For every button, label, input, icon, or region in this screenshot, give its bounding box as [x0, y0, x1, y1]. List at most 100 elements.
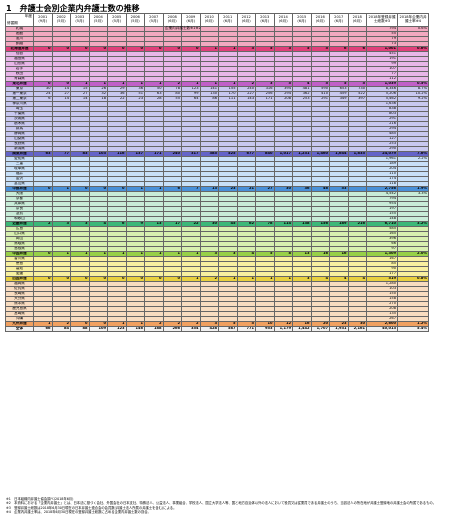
table-row: 京都 794	[5, 196, 429, 202]
year-header: 2016 (6月)	[310, 13, 330, 27]
month-label: (6月)	[315, 19, 325, 23]
year-label: 2014	[278, 15, 288, 20]
footnote: ※2 本資料における「企業内弁護士」とは、日本法に基づく会社、外国会社の日本支社…	[6, 501, 436, 506]
table-row: 岩手 107	[5, 66, 429, 72]
table-row: 金沢 174	[5, 176, 429, 182]
year-header: 2007 (5月)	[144, 13, 164, 27]
federation-total-row: 四国弁連 0 0 0 0 0 0 0 0 1 2 1 1 1 1 3 4 4 4 519 0.8%	[5, 276, 429, 282]
year-header: 2008 (6月)	[162, 13, 182, 27]
federation-total-row: 中国弁連 0 1 1 1 1 1 1 1 1 3 3 4 5 8 13 16 16 1,309 2.0%	[5, 251, 429, 257]
year-header: 2017 (6月)	[329, 13, 349, 27]
month-label: (6月)	[297, 19, 307, 23]
count-cell: 587	[218, 326, 238, 332]
month-label: (6月)	[352, 19, 362, 23]
count-cell: 1,707	[310, 326, 330, 332]
year-label: 2016	[315, 15, 325, 20]
table-row: 岡山 396	[5, 236, 429, 242]
month-label: (5月)	[130, 19, 140, 23]
month-label: (9月)	[38, 19, 48, 23]
in-house-ratio-cell: 5.4%	[397, 326, 429, 332]
month-label: (5月)	[93, 19, 103, 23]
page-title: 1 弁護士会別企業内弁護士数の推移	[6, 4, 140, 13]
year-header: 2003 (5月)	[70, 13, 90, 27]
year-header: 2012 (6月)	[236, 13, 256, 27]
month-label: (5月)	[112, 19, 122, 23]
year-label: 2010	[204, 15, 214, 20]
table-row: 千葉県 803	[5, 111, 429, 117]
month-label: (6月)	[260, 19, 270, 23]
year-label: 2001	[38, 15, 48, 20]
bar-association-name: 全体	[5, 326, 34, 332]
federation-total-row: 全体 66 84 88 109 123 146 188 266 354 428 587 771 953 1,…	[5, 326, 429, 332]
count-cell: 123	[107, 326, 127, 332]
data-table: 年度 修習期 2001 (9月) 2002 (5月) 2003 (5月) 2004 (5月) 200…	[5, 13, 429, 332]
month-label: (6月)	[223, 19, 233, 23]
footnotes: ※1 日本組織内弁護士協会調べ(2018年6月) ※2 本資料における「企業内弁護…	[6, 497, 446, 515]
group-label: 企業内弁護士数※1※2	[165, 26, 201, 30]
in-house-lawyers-table: 年度 修習期 2001 (9月) 2002 (5月) 2003 (5月) 2004 (5月) 200…	[5, 13, 429, 332]
year-label: 2008	[167, 15, 177, 20]
year-header: 2010 (6月)	[199, 13, 219, 27]
header-corner: 年度修習期	[5, 13, 34, 27]
footnote: ※4 企業内弁護士率は、2018年6月30日現在の登録弁護士総数に占める企業内弁…	[6, 510, 151, 515]
table-row: 茨城県 291	[5, 116, 429, 122]
corner-bottom-label: 修習期	[7, 20, 18, 25]
year-label: 2015	[297, 15, 307, 20]
in-house-ratio-header: 2018年企業内弁護士率※4	[397, 13, 429, 27]
month-label: (6月)	[278, 19, 288, 23]
month-label: (5月)	[75, 19, 85, 23]
year-label: 2003	[75, 15, 85, 20]
year-label: 2002	[56, 15, 66, 20]
month-label: (6月)	[334, 19, 344, 23]
month-label: (6月)	[186, 19, 196, 23]
year-label: 2007	[149, 15, 159, 20]
month-label: (6月)	[204, 19, 214, 23]
registered-total-header: 2018年登録弁護士総数※3	[366, 13, 398, 27]
month-label: (5月)	[149, 19, 159, 23]
table-row: 愛知県 1,961 2.2%	[5, 156, 429, 162]
table-row: 第二東京 6 14 14 18 22 23 28 55 64 86 111 143 171 208 253 29…	[5, 96, 429, 102]
count-cell: 188	[144, 326, 164, 332]
month-label: (6月)	[167, 19, 177, 23]
year-label: 2017	[334, 15, 344, 20]
table-row: 秋田 77	[5, 71, 429, 77]
count-cell: 84	[51, 326, 71, 332]
year-label: 2004	[93, 15, 103, 20]
registered-total-cell: 40,013	[366, 326, 398, 332]
year-label: 2011	[223, 15, 233, 20]
year-label: 2018	[352, 15, 362, 20]
count-cell: 109	[88, 326, 108, 332]
table-row: 広島 585	[5, 226, 429, 232]
year-label: 2013	[260, 15, 270, 20]
month-label: (6月)	[241, 19, 251, 23]
month-label: (5月)	[56, 19, 66, 23]
header-row: 年度 修習期 2001 (9月) 2002 (5月) 2003 (5月) 2004 (5月) 200…	[5, 13, 429, 27]
count-cell: 428	[199, 326, 219, 332]
count-cell: 354	[181, 326, 201, 332]
count-cell: 2,161	[347, 326, 367, 332]
table-row: 熊本県 270	[5, 301, 429, 307]
table-row: 鹿児島県 208	[5, 306, 429, 312]
footnote: ※3 登録弁護士総数は2018年6月30日現在の日本弁護士連合会の会員数(弁護士…	[6, 505, 177, 510]
count-cell: 1,931	[329, 326, 349, 332]
footnote: ※1 日本組織内弁護士協会調べ(2018年6月)	[6, 497, 74, 501]
table-row: 栃木県 216	[5, 121, 429, 127]
year-header: 2009 (6月)	[181, 13, 201, 27]
count-cell: 1,442	[292, 326, 312, 332]
count-cell: 771	[236, 326, 256, 332]
federation-total-row: 東北弁連 0 0 1 1 1 1 1 2 1 1 1 2 3 5 4 5 5 5 1,039 0.5%	[5, 81, 429, 87]
year-label: 2009	[186, 15, 196, 20]
table-row: 東京 30 14 15 26 29 36 50 78 123 141 155 240 316 394 481 5…	[5, 86, 429, 92]
count-cell: 146	[125, 326, 145, 332]
year-header: 2014 (6月)	[273, 13, 293, 27]
year-label: 2006	[130, 15, 140, 20]
count-cell: 1,179	[273, 326, 293, 332]
year-header: 2004 (5月)	[88, 13, 108, 27]
year-header: 2013 (6月)	[255, 13, 275, 27]
corner-top-label: 年度	[24, 13, 32, 18]
year-header: 2015 (6月)	[292, 13, 312, 27]
table-row: 函館 55	[5, 31, 429, 37]
year-header: 2006 (5月)	[125, 13, 145, 27]
count-cell: 953	[255, 326, 275, 332]
year-header: 2005 (5月)	[107, 13, 127, 27]
